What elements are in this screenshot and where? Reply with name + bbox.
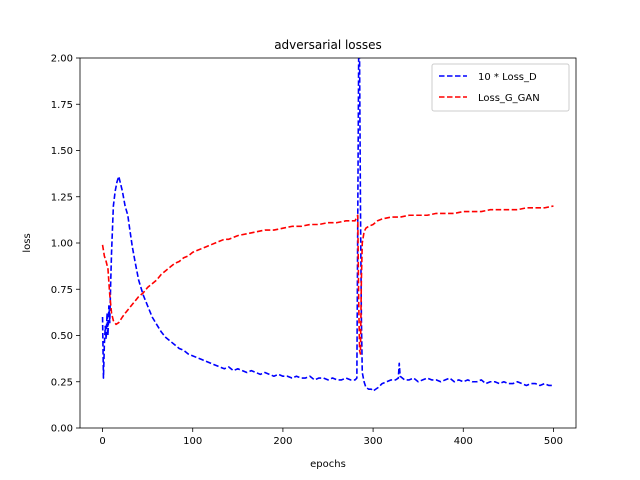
legend-label-loss-d: 10 * Loss_D <box>478 72 537 83</box>
series-line-loss-g-gan <box>101 205 554 355</box>
x-tick-label: 100 <box>183 436 202 447</box>
y-tick-label: 0.75 <box>51 285 73 296</box>
x-tick-label: 300 <box>364 436 383 447</box>
y-tick-label: 1.00 <box>51 239 73 250</box>
x-tick-label: 400 <box>454 436 473 447</box>
y-axis-label: loss <box>22 233 33 252</box>
y-tick-label: 1.50 <box>51 146 73 157</box>
y-axis: 0.00 0.25 0.50 0.75 1.00 1.25 1.50 1.75 2.00 <box>51 54 80 435</box>
series-line-loss-d <box>101 58 554 392</box>
legend-label-loss-g-gan: Loss_G_GAN <box>478 93 540 104</box>
y-tick-label: 0.00 <box>51 424 73 435</box>
y-tick-label: 0.25 <box>51 377 73 388</box>
x-axis-label: epochs <box>310 459 346 470</box>
x-tick-label: 200 <box>273 436 292 447</box>
x-axis: 0 100 200 300 400 500 <box>99 428 563 447</box>
legend: 10 * Loss_D Loss_G_GAN <box>431 63 570 112</box>
y-tick-label: 1.25 <box>51 192 73 203</box>
y-tick-label: 1.75 <box>51 100 73 111</box>
y-tick-label: 2.00 <box>51 54 73 65</box>
series-layer <box>101 58 554 392</box>
y-tick-label: 0.50 <box>51 331 73 342</box>
x-tick-label: 0 <box>99 436 105 447</box>
plot-frame <box>79 57 577 429</box>
x-tick-label: 500 <box>544 436 563 447</box>
chart-title: adversarial losses <box>274 38 382 52</box>
